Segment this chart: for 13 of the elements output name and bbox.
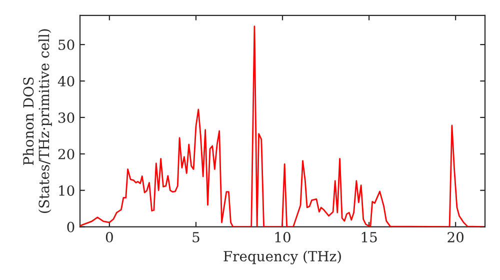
x-tick-label: 0 <box>106 232 113 242</box>
y-tick-label: 30 <box>58 112 74 123</box>
y-tick-label: 20 <box>58 148 74 160</box>
y-tick-label: 40 <box>58 76 74 86</box>
y-tick-label: 50 <box>58 40 74 50</box>
x-tick-label: 10 <box>275 232 290 242</box>
y-tick-label: 10 <box>59 185 74 196</box>
x-axis-title: Frequency (THz) <box>224 250 341 264</box>
x-tick-label: 15 <box>362 232 377 242</box>
y-tick-label: 0 <box>67 222 74 232</box>
x-tick-label: 5 <box>192 232 200 242</box>
x-tick-label: 20 <box>448 232 464 242</box>
y-axis-title: Phonon DOS (States/THz·primitive cell) <box>22 29 52 213</box>
